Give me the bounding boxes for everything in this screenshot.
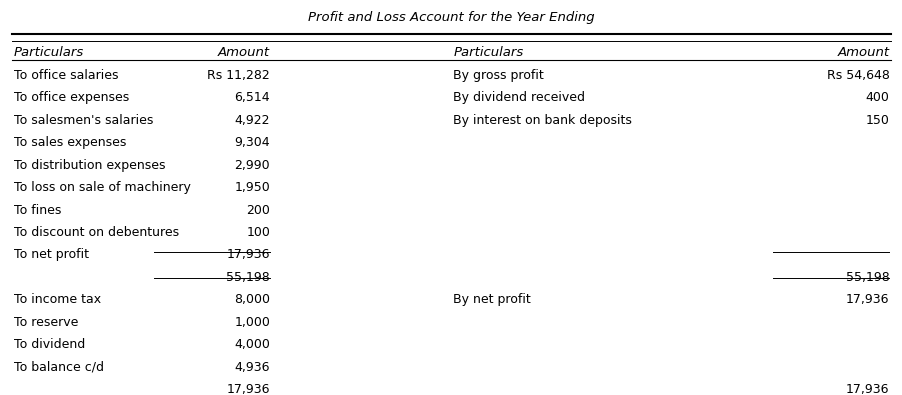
Text: 17,936: 17,936	[845, 383, 888, 395]
Text: 4,000: 4,000	[235, 338, 270, 351]
Text: 2,990: 2,990	[235, 159, 270, 172]
Text: To dividend: To dividend	[14, 338, 85, 351]
Text: Rs 54,648: Rs 54,648	[825, 69, 888, 82]
Text: Particulars: Particulars	[453, 46, 523, 59]
Text: 9,304: 9,304	[235, 136, 270, 149]
Text: 200: 200	[246, 203, 270, 216]
Text: To discount on debentures: To discount on debentures	[14, 226, 179, 239]
Text: 4,922: 4,922	[235, 114, 270, 127]
Text: 4,936: 4,936	[235, 361, 270, 374]
Text: To distribution expenses: To distribution expenses	[14, 159, 165, 172]
Text: By gross profit: By gross profit	[453, 69, 543, 82]
Text: 55,198: 55,198	[845, 271, 888, 284]
Text: To net profit: To net profit	[14, 248, 88, 261]
Text: To salesmen's salaries: To salesmen's salaries	[14, 114, 152, 127]
Text: 17,936: 17,936	[845, 293, 888, 307]
Text: By dividend received: By dividend received	[453, 91, 584, 104]
Text: 100: 100	[246, 226, 270, 239]
Text: 1,000: 1,000	[235, 316, 270, 329]
Text: 400: 400	[865, 91, 888, 104]
Text: Rs 11,282: Rs 11,282	[207, 69, 270, 82]
Text: 8,000: 8,000	[234, 293, 270, 307]
Text: To office expenses: To office expenses	[14, 91, 129, 104]
Text: Amount: Amount	[218, 46, 270, 59]
Text: To income tax: To income tax	[14, 293, 100, 307]
Text: To reserve: To reserve	[14, 316, 78, 329]
Text: 17,936: 17,936	[226, 248, 270, 261]
Text: To loss on sale of machinery: To loss on sale of machinery	[14, 181, 190, 194]
Text: 17,936: 17,936	[226, 383, 270, 395]
Text: 1,950: 1,950	[235, 181, 270, 194]
Text: 55,198: 55,198	[226, 271, 270, 284]
Text: 6,514: 6,514	[235, 91, 270, 104]
Text: 150: 150	[865, 114, 888, 127]
Text: Particulars: Particulars	[14, 46, 84, 59]
Text: By net profit: By net profit	[453, 293, 530, 307]
Text: To fines: To fines	[14, 203, 60, 216]
Text: To sales expenses: To sales expenses	[14, 136, 125, 149]
Text: To office salaries: To office salaries	[14, 69, 118, 82]
Text: Profit and Loss Account for the Year Ending: Profit and Loss Account for the Year End…	[308, 11, 594, 24]
Text: To balance c/d: To balance c/d	[14, 361, 104, 374]
Text: Amount: Amount	[836, 46, 888, 59]
Text: By interest on bank deposits: By interest on bank deposits	[453, 114, 631, 127]
